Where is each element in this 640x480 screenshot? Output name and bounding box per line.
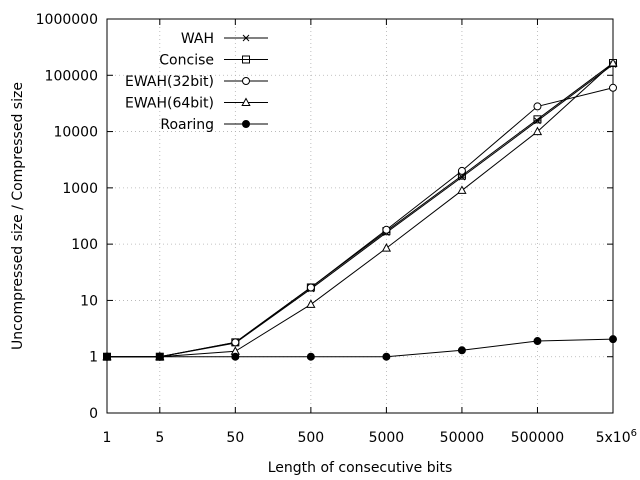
y-tick-label: 10 <box>80 293 98 309</box>
legend-marker <box>242 120 250 128</box>
legend-marker <box>242 55 250 64</box>
legend-label: EWAH(32bit) <box>125 74 214 90</box>
y-tick-label: 1000 <box>62 181 98 197</box>
y-axis-label: Uncompressed size / Compressed size <box>10 82 26 350</box>
series <box>102 57 618 361</box>
y-tick-label: 1000000 <box>36 12 98 28</box>
data-point <box>231 352 240 361</box>
data-point <box>457 166 466 175</box>
data-point <box>609 335 617 344</box>
series-line <box>107 62 614 358</box>
plot-frame <box>106 18 614 414</box>
data-point <box>155 352 164 361</box>
x-tick-label: 50 <box>226 430 244 446</box>
x-tick-label: 500 <box>297 430 324 446</box>
data-point <box>533 337 542 346</box>
data-point <box>457 346 466 355</box>
series-ewah-64bit- <box>102 57 618 361</box>
x-tick-label: 50000 <box>440 430 485 446</box>
legend-label: Roaring <box>160 117 214 133</box>
x-axis-label: Length of consecutive bits <box>268 460 453 476</box>
x-tick-label: 5 <box>155 430 164 446</box>
data-point <box>382 225 391 234</box>
y-tick-label: 100000 <box>45 68 98 84</box>
legend-label: Concise <box>159 53 214 69</box>
y-tick-label: 10000 <box>53 125 98 141</box>
data-point <box>457 185 467 194</box>
x-tick-label: 5000 <box>369 430 405 446</box>
x-tick-label: 5x106 <box>596 428 637 446</box>
data-point <box>608 57 618 67</box>
y-tick-label: 0 <box>89 406 98 422</box>
series-line <box>107 87 614 358</box>
legend-marker <box>242 77 250 85</box>
series-line <box>107 338 614 358</box>
series-roaring <box>103 335 617 361</box>
legend-label: EWAH(64bit) <box>125 96 214 112</box>
data-point <box>609 83 617 92</box>
data-point <box>532 126 543 136</box>
data-point <box>382 352 391 361</box>
data-point <box>306 299 316 308</box>
data-point <box>306 352 315 361</box>
legend: WAH Concise EWAH(32bit) EWAH(64bit) Roaring <box>125 31 268 133</box>
data-point <box>231 338 240 347</box>
data-point <box>306 283 315 292</box>
x-tick-label: 500000 <box>511 430 564 446</box>
legend-marker <box>242 34 250 42</box>
x-tick-label: 1 <box>103 430 112 446</box>
y-tick-label: 100 <box>71 237 98 253</box>
data-point <box>533 115 542 124</box>
data-point <box>103 352 111 361</box>
legend-label: WAH <box>181 31 214 47</box>
data-point <box>533 102 542 111</box>
legend-marker <box>241 97 251 106</box>
y-tick-label: 1 <box>89 350 98 366</box>
data-point <box>381 243 392 252</box>
